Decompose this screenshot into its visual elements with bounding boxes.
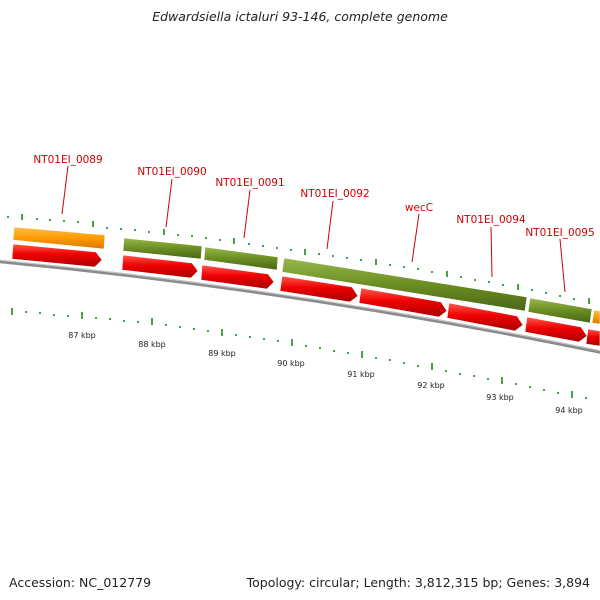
gene-label-nt01ei-0092: NT01EI_0092: [300, 188, 369, 200]
gene-label-nt01ei-0089: NT01EI_0089: [33, 154, 102, 166]
gene-feature-nt01ei-0090: [122, 237, 203, 260]
gene-label-nt01ei-0094: NT01EI_0094: [456, 214, 526, 226]
scale-label-91kbp: 91 kbp: [347, 370, 375, 379]
genome-backbone: [0, 259, 600, 354]
scale-label-93kbp: 93 kbp: [486, 393, 514, 402]
cds-arrow-nt01ei-0090: [121, 254, 199, 279]
scale-label-94kbp: 94 kbp: [555, 406, 583, 415]
cds-arrow-nt01ei-0094: [446, 302, 524, 332]
gene-label-leaders: [61, 165, 566, 293]
cds-arrow-nt01ei-0092: [279, 275, 359, 303]
gene-feature-nt01ei-0092: [281, 257, 528, 312]
scale-label-88kbp: 88 kbp: [138, 340, 166, 349]
scale-label-87kbp: 87 kbp: [68, 331, 96, 340]
accession-text: Accession: NC_012779: [9, 575, 152, 590]
gene-label-wecc: wecC: [405, 202, 433, 214]
cds-arrow-wecc: [358, 287, 448, 318]
genome-info-text: Topology: circular; Length: 3,812,315 bp…: [246, 575, 590, 590]
gene-feature-orange-left: [12, 226, 106, 250]
gene-feature-nt01ei-0095: [527, 297, 593, 324]
cds-track: [11, 243, 600, 347]
cds-arrow-nt01ei-0091: [200, 264, 275, 290]
outer-tick-ring: [7, 214, 590, 304]
gene-label-nt01ei-0090: NT01EI_0090: [137, 166, 206, 178]
gene-feature-track: [12, 226, 600, 325]
cds-arrow-nt01ei-0089: [11, 243, 103, 268]
gene-feature-nt01ei-0091: [203, 246, 279, 271]
genome-backbone-highlight: [0, 259, 600, 352]
gene-feature-orange-right: [591, 309, 600, 325]
scale-label-89kbp: 89 kbp: [208, 349, 236, 358]
map-title: Edwardsiella ictaluri 93-146, complete g…: [152, 9, 448, 24]
cds-arrow-nt01ei-0095: [524, 316, 588, 343]
cds-arrow-right-edge: [585, 328, 600, 347]
scale-label-90kbp: 90 kbp: [277, 359, 305, 368]
gene-label-nt01ei-0091: NT01EI_0091: [215, 177, 284, 189]
inner-scale-ring: [11, 308, 587, 399]
scale-label-92kbp: 92 kbp: [417, 381, 445, 390]
gene-label-nt01ei-0095: NT01EI_0095: [525, 227, 594, 239]
